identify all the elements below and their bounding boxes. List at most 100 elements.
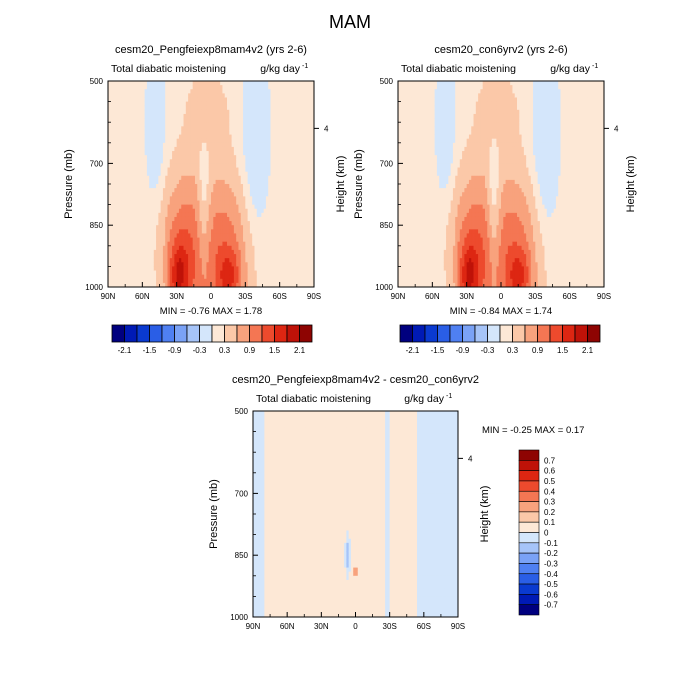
field-cell <box>199 188 203 193</box>
field-cell <box>300 118 303 123</box>
field-cell <box>416 134 419 140</box>
field-cell <box>400 192 403 197</box>
field-cell <box>281 245 285 251</box>
field-cell <box>121 113 125 119</box>
field-cell <box>220 175 223 181</box>
field-cell <box>268 208 271 214</box>
field-cell <box>277 200 281 205</box>
field-cell <box>137 93 141 98</box>
field-cell <box>174 105 178 111</box>
field-cell <box>302 262 306 267</box>
field-cell <box>153 167 157 173</box>
field-cell <box>304 274 308 280</box>
field-cell <box>211 126 214 131</box>
field-cell <box>245 270 249 276</box>
field-cell <box>169 151 173 156</box>
field-cell <box>142 89 146 94</box>
field-cell <box>194 105 198 111</box>
field-cell <box>174 208 178 214</box>
field-cell <box>293 221 297 226</box>
field-cell <box>243 134 246 140</box>
field-cell <box>201 151 205 156</box>
field-cell <box>284 105 287 111</box>
field-cell <box>174 192 178 197</box>
field-cell <box>133 85 136 90</box>
field-cell <box>265 241 269 247</box>
field-cell <box>140 237 143 243</box>
field-cell <box>411 225 415 230</box>
field-cell <box>247 258 251 263</box>
field-cell <box>140 89 143 94</box>
field-cell <box>302 105 306 111</box>
field-cell <box>414 155 417 160</box>
field-cell <box>149 254 152 259</box>
field-cell <box>162 262 166 267</box>
field-cell <box>407 151 410 156</box>
field-cell <box>297 138 301 144</box>
field-cell <box>213 278 216 284</box>
field-cell <box>124 221 127 226</box>
field-cell <box>265 167 269 173</box>
field-cell <box>151 142 155 148</box>
field-cell <box>208 126 212 131</box>
field-cell <box>146 204 150 210</box>
field-cell <box>190 237 194 243</box>
field-cell <box>153 221 157 226</box>
field-cell <box>206 249 210 255</box>
field-cell <box>201 126 205 131</box>
field-cell <box>188 192 191 197</box>
field-cell <box>224 142 228 148</box>
field-cell <box>142 245 146 251</box>
field-cell <box>270 159 274 164</box>
field-cell <box>149 93 152 98</box>
field-cell <box>302 254 306 259</box>
field-cell <box>126 89 129 94</box>
field-cell <box>263 159 267 164</box>
field-cell <box>277 258 281 263</box>
field-cell <box>236 101 239 107</box>
field-cell <box>279 89 283 94</box>
field-cell <box>149 212 152 218</box>
field-cell <box>174 179 178 185</box>
field-cell <box>162 134 166 140</box>
field-cell <box>162 113 166 119</box>
field-cell <box>277 159 281 164</box>
field-cell <box>174 245 178 251</box>
field-cell <box>259 134 262 140</box>
field-cell <box>119 93 123 98</box>
field-cell <box>275 192 278 197</box>
field-cell <box>309 130 313 135</box>
field-cell <box>293 249 297 255</box>
field-cell <box>217 85 221 90</box>
field-cell <box>172 130 175 135</box>
field-cell <box>190 229 194 234</box>
field-cell <box>224 85 228 90</box>
field-cell <box>236 192 239 197</box>
field-cell <box>286 200 290 205</box>
field-cell <box>176 282 180 288</box>
field-cell <box>167 188 171 193</box>
field-cell <box>272 159 276 164</box>
field-cell <box>398 254 401 259</box>
field-cell <box>261 204 265 210</box>
field-cell <box>231 122 235 127</box>
field-cell <box>272 105 276 111</box>
field-cell <box>227 138 230 144</box>
field-cell <box>252 282 255 288</box>
field-cell <box>243 159 246 164</box>
field-cell <box>398 212 401 218</box>
field-cell <box>135 221 139 226</box>
field-cell <box>140 105 143 111</box>
field-cell <box>300 109 303 115</box>
field-cell <box>249 192 253 197</box>
field-cell <box>259 122 262 127</box>
field-cell <box>217 229 221 234</box>
field-cell <box>204 113 207 119</box>
field-cell <box>309 155 313 160</box>
field-cell <box>165 237 168 243</box>
field-cell <box>217 163 221 168</box>
field-cell <box>153 282 157 288</box>
field-cell <box>190 254 194 259</box>
field-cell <box>270 118 274 123</box>
field-cell <box>236 200 239 205</box>
